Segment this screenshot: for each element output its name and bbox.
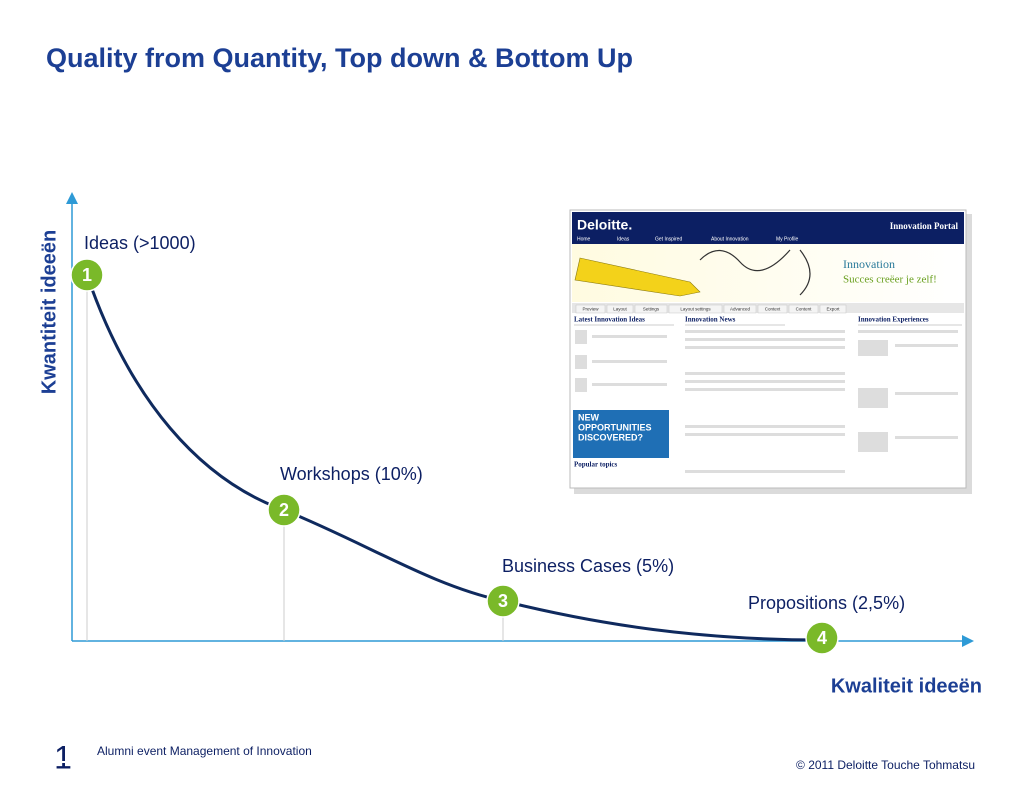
tab-label: Layout settings: [680, 307, 711, 312]
tab: [819, 304, 847, 314]
footer-copyright: © 2011 Deloitte Touche Tohmatsu: [796, 758, 975, 772]
brand: Deloitte.: [577, 217, 632, 233]
tab: [575, 304, 606, 314]
tab-label: Layout: [613, 307, 627, 312]
tab: [606, 304, 634, 314]
promo-text: OPPORTUNITIES: [578, 422, 652, 432]
portal-name: Innovation Portal: [890, 221, 959, 231]
footer-event: Alumni event Management of Innovation: [97, 744, 312, 758]
popular-topics: Popular topics: [574, 461, 618, 469]
tab-label: Context: [765, 307, 781, 312]
tab: [788, 304, 819, 314]
banner-subtitle: Succes creëer je zelf!: [843, 274, 937, 286]
stage-number: 3: [498, 591, 508, 611]
stage-number: 1: [82, 265, 92, 285]
stage-marker: [267, 493, 301, 527]
page-number: 1: [54, 739, 72, 775]
tab-label: Content: [796, 307, 813, 312]
stage-label: Workshops (10%): [280, 464, 423, 484]
menu-item: My Profile: [776, 236, 798, 242]
stage-label: Propositions (2,5%): [748, 593, 905, 613]
tab-label: Settings: [643, 307, 660, 312]
stage-number: 4: [817, 628, 827, 648]
stage-label: Business Cases (5%): [502, 556, 674, 576]
curve: [85, 274, 823, 642]
menu-item: Get Inspired: [655, 236, 682, 242]
slide-title: Quality from Quantity, Top down & Bottom…: [46, 43, 633, 73]
stage-marker: [486, 584, 520, 618]
menu-item: Ideas: [617, 236, 630, 242]
tab-label: Advanced: [730, 307, 751, 312]
portal-screenshot: Deloitte. Innovation Portal Home Ideas Get…: [569, 209, 972, 494]
tab-label: Preview: [582, 307, 599, 312]
stage-number: 2: [279, 500, 289, 520]
stage-label: Ideas (>1000): [84, 233, 196, 253]
tab-label: Export: [826, 307, 840, 312]
tab: [723, 304, 757, 314]
y-axis-label: Kwantiteit ideeën: [38, 230, 60, 394]
x-axis-label: Kwaliteit ideeën: [831, 675, 982, 697]
tab: [757, 304, 788, 314]
promo-text: NEW: [578, 412, 600, 422]
column-heading: Innovation News: [685, 316, 736, 324]
column-heading: Latest Innovation Ideas: [574, 316, 645, 324]
menu-item: About Innovation: [711, 236, 749, 242]
menu-item: Home: [577, 236, 591, 242]
banner-title: Innovation: [843, 257, 895, 271]
column-heading: Innovation Experiences: [858, 316, 929, 324]
stage-marker: [805, 621, 839, 655]
promo-text: DISCOVERED?: [578, 432, 643, 442]
tab: [668, 304, 723, 314]
tab: [634, 304, 668, 314]
stage-marker: [70, 258, 104, 292]
